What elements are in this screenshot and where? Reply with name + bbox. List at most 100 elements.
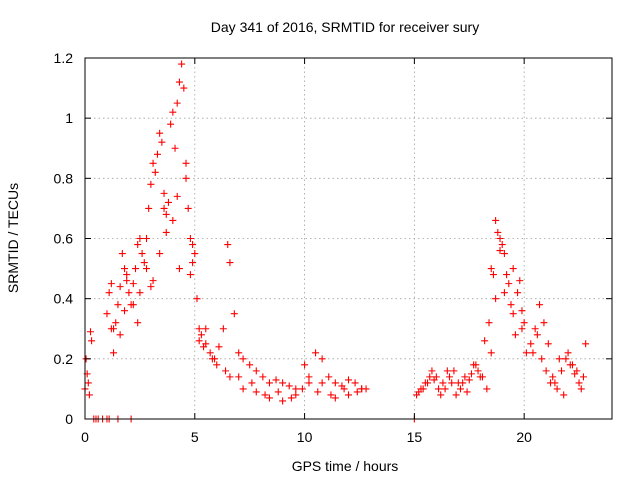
data-point xyxy=(230,310,238,318)
data-point xyxy=(314,388,322,396)
data-point xyxy=(219,325,227,333)
data-point xyxy=(110,349,118,357)
y-tick-labels: 0 0.2 0.4 0.6 0.8 1 1.2 xyxy=(54,50,74,427)
data-point xyxy=(195,337,203,345)
data-point xyxy=(287,394,295,402)
data-point xyxy=(114,301,122,309)
data-point xyxy=(494,228,502,236)
data-point xyxy=(265,394,273,402)
data-point xyxy=(489,271,497,279)
data-point xyxy=(129,301,137,309)
data-point xyxy=(123,277,131,285)
data-point xyxy=(171,144,179,152)
data-point xyxy=(261,391,269,399)
data-point xyxy=(86,328,94,336)
data-point xyxy=(195,325,203,333)
data-point xyxy=(454,379,462,387)
data-point xyxy=(147,180,155,188)
data-point xyxy=(123,271,131,279)
data-point xyxy=(169,216,177,224)
data-points xyxy=(81,60,590,423)
data-point xyxy=(189,241,197,249)
data-point xyxy=(331,394,339,402)
data-point xyxy=(529,349,537,357)
data-point xyxy=(492,295,500,303)
data-point xyxy=(511,331,519,339)
data-point xyxy=(132,265,140,273)
data-point xyxy=(549,373,557,381)
data-point xyxy=(138,250,146,258)
data-point xyxy=(160,189,168,197)
data-point xyxy=(259,373,267,381)
data-point xyxy=(518,325,526,333)
data-point xyxy=(156,250,164,258)
data-point xyxy=(149,159,157,167)
data-point xyxy=(507,301,515,309)
data-point xyxy=(173,99,181,107)
data-point xyxy=(443,367,451,375)
data-point xyxy=(125,289,133,297)
data-point xyxy=(292,385,300,393)
data-point xyxy=(487,265,495,273)
data-point xyxy=(162,228,170,236)
data-point xyxy=(107,325,115,333)
data-point xyxy=(173,192,181,200)
data-point xyxy=(189,259,197,267)
x-tick-label: 0 xyxy=(81,429,89,445)
data-point xyxy=(112,319,120,327)
data-point xyxy=(107,280,115,288)
data-point xyxy=(577,385,585,393)
data-point xyxy=(483,385,491,393)
data-point xyxy=(432,373,440,381)
y-tick-label: 0 xyxy=(65,411,73,427)
data-point xyxy=(476,373,484,381)
data-point xyxy=(279,379,287,387)
data-point xyxy=(175,78,183,86)
data-point xyxy=(496,235,504,242)
data-point xyxy=(514,289,522,297)
data-point xyxy=(538,355,546,363)
y-tick-label: 0.2 xyxy=(54,351,74,367)
data-point xyxy=(555,355,563,363)
y-tick-label: 0.6 xyxy=(54,231,74,247)
data-point xyxy=(573,367,581,375)
data-point xyxy=(134,319,142,327)
data-point xyxy=(446,373,454,381)
data-point xyxy=(239,355,247,363)
data-point xyxy=(186,271,194,279)
data-point xyxy=(147,283,155,291)
data-point xyxy=(419,385,427,393)
data-point xyxy=(358,385,366,393)
data-point xyxy=(568,361,576,369)
data-point xyxy=(222,367,230,375)
data-point xyxy=(551,379,559,387)
data-point xyxy=(248,379,256,387)
data-point xyxy=(439,379,447,387)
data-point xyxy=(140,259,148,267)
data-point xyxy=(562,355,570,363)
data-point xyxy=(536,301,544,309)
data-point xyxy=(116,331,124,339)
data-point xyxy=(151,168,159,176)
data-point xyxy=(175,265,183,273)
data-point xyxy=(235,349,243,357)
data-point xyxy=(121,265,129,273)
data-point xyxy=(505,280,513,288)
y-tick-label: 0.4 xyxy=(54,291,74,307)
data-point xyxy=(463,388,471,396)
data-point xyxy=(105,289,113,297)
data-point xyxy=(560,391,568,399)
data-point xyxy=(522,349,530,357)
data-point xyxy=(518,307,526,315)
data-point xyxy=(246,361,254,369)
data-point xyxy=(461,373,469,381)
data-point xyxy=(206,349,214,357)
data-point xyxy=(487,349,495,357)
data-point xyxy=(448,379,456,387)
data-point xyxy=(103,310,111,318)
data-point xyxy=(156,129,164,137)
data-point xyxy=(252,388,260,396)
data-point xyxy=(503,271,511,279)
data-point xyxy=(318,355,326,363)
